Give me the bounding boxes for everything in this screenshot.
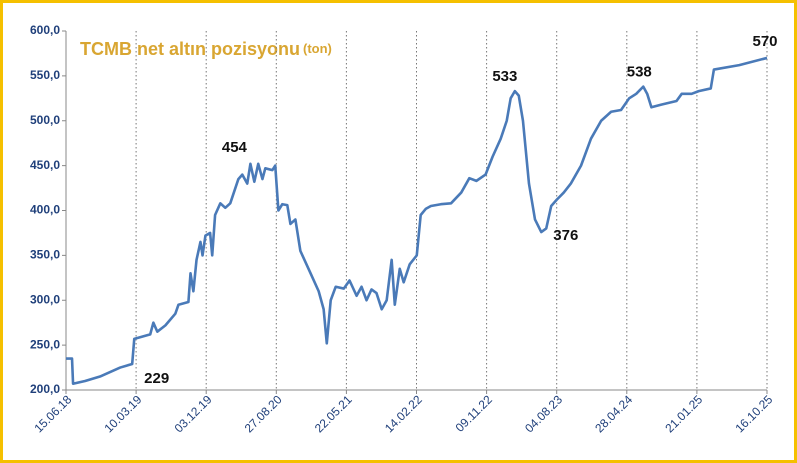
annotation: 229 xyxy=(144,370,169,387)
y-tick-label: 400,0 xyxy=(30,203,60,217)
y-tick-label: 500,0 xyxy=(30,113,60,127)
y-tick-label: 250,0 xyxy=(30,337,60,351)
annotation: 570 xyxy=(752,33,777,50)
y-tick-label: 300,0 xyxy=(30,292,60,306)
y-tick-label: 200,0 xyxy=(30,382,60,396)
chart-title: TCMB net altın pozisyonu xyxy=(80,39,300,59)
annotation: 454 xyxy=(222,139,248,156)
annotation: 538 xyxy=(627,64,652,81)
y-tick-label: 550,0 xyxy=(30,68,60,82)
annotation: 376 xyxy=(553,227,578,244)
y-tick-label: 600,0 xyxy=(30,23,60,37)
data-line xyxy=(66,56,768,386)
annotation: 533 xyxy=(492,68,517,85)
y-tick-label: 350,0 xyxy=(30,248,60,262)
y-tick-label: 450,0 xyxy=(30,158,60,172)
unit-label: (ton) xyxy=(303,41,332,56)
chart-title-group: TCMB net altın pozisyonu (ton) xyxy=(80,39,332,59)
